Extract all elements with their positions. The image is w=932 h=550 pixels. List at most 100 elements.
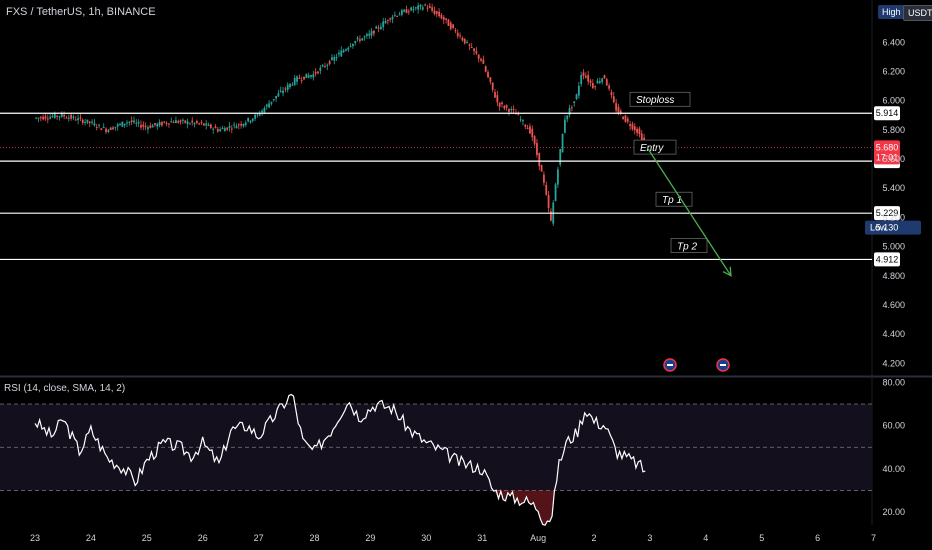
candle-body — [242, 123, 245, 127]
candle-body — [123, 123, 126, 126]
candle-body — [610, 92, 613, 96]
time-tick-label: 30 — [421, 533, 431, 543]
candle-body — [335, 57, 338, 59]
candle-body — [594, 86, 597, 88]
candle-body — [277, 93, 280, 97]
candle-body — [582, 72, 585, 76]
currency-badge[interactable]: USDT — [903, 5, 932, 21]
time-tick-label: 28 — [309, 533, 319, 543]
candle-body — [603, 75, 606, 79]
candle-body — [561, 133, 564, 153]
candle-body — [342, 50, 345, 53]
candle-body — [398, 14, 401, 16]
candle-body — [165, 123, 168, 125]
low-badge-value: 5.130 — [876, 223, 899, 233]
candle-body — [268, 103, 270, 108]
candle-body — [524, 124, 527, 127]
candle-body — [303, 76, 305, 80]
time-tick-label: 25 — [142, 533, 152, 543]
candle-body — [477, 54, 480, 59]
candle-body — [484, 66, 487, 72]
candle-body — [298, 77, 301, 79]
candle-body — [482, 59, 485, 64]
candle-body — [568, 108, 571, 116]
candle-body — [447, 19, 450, 26]
candle-body — [216, 129, 219, 132]
candle-body — [475, 51, 478, 54]
candle-body — [114, 126, 117, 128]
rsi-tick-label: 60.00 — [882, 421, 905, 431]
candle-body — [442, 17, 445, 20]
candle-body — [293, 77, 296, 85]
candle-body — [589, 80, 592, 83]
price-tick-label: 5.400 — [882, 183, 905, 193]
candle-body — [333, 56, 336, 61]
candle-body — [205, 123, 208, 126]
rsi-tick-label: 20.00 — [882, 507, 905, 517]
candle-body — [412, 9, 415, 11]
candle-body — [256, 114, 259, 116]
candle-body — [417, 5, 420, 10]
candle-body — [300, 79, 303, 81]
candle-body — [230, 128, 233, 130]
candle-body — [282, 90, 284, 94]
candle-body — [468, 44, 471, 46]
candle-body — [617, 106, 620, 113]
candle-body — [79, 117, 82, 119]
candle-body — [440, 14, 443, 19]
price-tick-label: 5.600 — [882, 154, 905, 164]
candle-body — [384, 21, 387, 24]
candle-body — [501, 102, 503, 105]
candle-body — [291, 84, 294, 86]
candle-body — [487, 72, 489, 78]
candle-body — [98, 124, 100, 126]
level-price-label: 4.912 — [876, 254, 899, 264]
candle-body — [596, 80, 599, 84]
candle-body — [543, 174, 545, 183]
candle-body — [191, 120, 194, 123]
rsi-tick-label: 80.00 — [882, 377, 905, 387]
rsi-line — [34, 393, 646, 526]
candle-body — [49, 116, 52, 119]
candle-body — [182, 119, 184, 121]
candle-body — [312, 74, 315, 78]
candle-body — [51, 115, 54, 117]
candle-body — [328, 61, 331, 65]
price-tick-label: 4.400 — [882, 329, 905, 339]
candle-body — [70, 114, 73, 119]
candle-body — [466, 41, 468, 43]
time-tick-label: 31 — [477, 533, 487, 543]
candle-body — [584, 75, 587, 78]
candle-body — [605, 79, 608, 86]
candle-body — [121, 121, 124, 127]
candle-body — [142, 124, 145, 127]
time-tick-label: 27 — [254, 533, 264, 543]
candle-body — [321, 65, 324, 67]
time-tick-label: 26 — [198, 533, 208, 543]
candle-body — [128, 121, 131, 123]
candle-body — [307, 75, 310, 78]
rsi-tick-label: 40.00 — [882, 464, 905, 474]
candle-body — [209, 124, 212, 129]
candle-body — [379, 26, 382, 30]
candle-body — [53, 113, 56, 118]
candle-body — [375, 26, 378, 29]
candle-body — [163, 121, 166, 123]
level-price-box — [874, 106, 900, 121]
candle-body — [233, 124, 236, 126]
time-tick-label: Aug — [530, 533, 546, 543]
candle-body — [403, 9, 406, 12]
candle-body — [154, 123, 156, 125]
candle-body — [119, 123, 121, 125]
candle-body — [438, 11, 441, 17]
high-badge[interactable]: High — [878, 5, 905, 19]
candle-body — [529, 126, 531, 134]
candle-body — [95, 127, 98, 129]
candle-body — [144, 126, 147, 128]
candle-body — [184, 120, 187, 123]
price-tick-label: 6.000 — [882, 96, 905, 106]
candle-body — [86, 119, 89, 123]
candle-body — [405, 9, 408, 13]
